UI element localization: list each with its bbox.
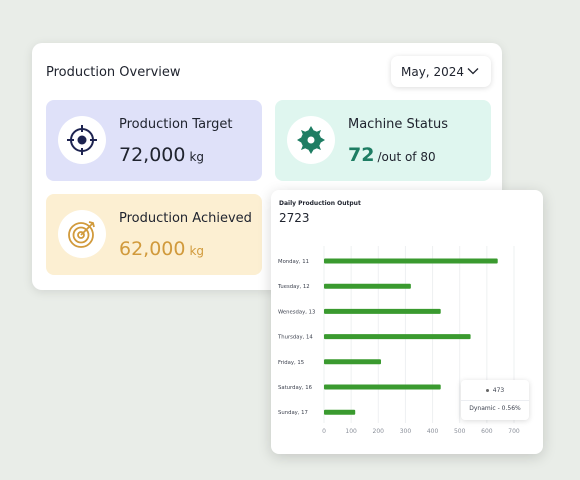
x-tick-label: 700 bbox=[508, 428, 520, 435]
x-tick-label: 100 bbox=[345, 428, 357, 435]
production-target-number: 72,000 bbox=[119, 144, 186, 166]
production-target-unit: kg bbox=[189, 150, 205, 164]
x-tick-label: 500 bbox=[454, 428, 466, 435]
bar[interactable] bbox=[324, 359, 381, 365]
category-label: Sunday, 17 bbox=[278, 410, 308, 416]
x-tick-label: 0 bbox=[322, 428, 326, 435]
production-target-tile: Production Target 72,000 kg bbox=[46, 100, 262, 181]
overview-title: Production Overview bbox=[46, 65, 181, 80]
category-label: Wenesday, 13 bbox=[278, 309, 315, 315]
crosshair-icon bbox=[58, 116, 106, 164]
month-select[interactable]: May, 2024 bbox=[391, 56, 491, 87]
bullseye-arrow-icon bbox=[58, 210, 106, 258]
production-achieved-unit: kg bbox=[189, 244, 205, 258]
machine-status-unit: /out of 80 bbox=[377, 150, 436, 164]
bar[interactable] bbox=[324, 334, 471, 340]
machine-status-tile: Machine Status 72/out of 80 bbox=[275, 100, 491, 181]
bar[interactable] bbox=[324, 308, 441, 314]
category-label: Monday, 11 bbox=[278, 259, 309, 265]
tooltip-dot-icon bbox=[485, 389, 489, 392]
production-target-label: Production Target bbox=[119, 117, 233, 132]
daily-production-total: 2723 bbox=[279, 211, 310, 225]
chart-tooltip: 473 Dynamic - 0.56% bbox=[461, 380, 529, 420]
tooltip-label: Dynamic - 0.56% bbox=[469, 405, 521, 412]
x-tick-label: 400 bbox=[427, 428, 439, 435]
daily-production-card: Daily Production Output 2723 0 100 200 300 4… bbox=[271, 190, 543, 454]
category-label: Thursday, 14 bbox=[277, 335, 313, 341]
tooltip-value: 473 bbox=[492, 387, 505, 394]
bar[interactable] bbox=[324, 258, 498, 264]
x-tick-label: 300 bbox=[400, 428, 412, 435]
daily-production-bar-chart: 0 100 200 300 400 500 600 700 Monday, 11 Tuesday,… bbox=[277, 246, 520, 435]
daily-production-title: Daily Production Output bbox=[279, 200, 361, 207]
category-label: Friday, 15 bbox=[278, 360, 304, 366]
month-select-value: May, 2024 bbox=[401, 64, 464, 79]
production-achieved-tile: Production Achieved 62,000 kg bbox=[46, 194, 262, 275]
machine-status-value: 72/out of 80 bbox=[348, 144, 436, 166]
chevron-down-icon bbox=[467, 68, 479, 75]
saw-blade-icon bbox=[287, 116, 335, 164]
production-achieved-label: Production Achieved bbox=[119, 211, 252, 226]
production-overview-card: Production Overview May, 2024 Production… bbox=[32, 43, 502, 290]
production-target-value: 72,000 kg bbox=[119, 144, 204, 166]
machine-status-label: Machine Status bbox=[348, 117, 448, 132]
bar[interactable] bbox=[324, 384, 441, 390]
category-label: Tuesday, 12 bbox=[277, 284, 310, 290]
category-label: Saturday, 16 bbox=[278, 385, 313, 391]
machine-status-number: 72 bbox=[348, 144, 375, 166]
tooltip-divider bbox=[461, 400, 529, 401]
x-tick-label: 200 bbox=[373, 428, 385, 435]
x-tick-label: 600 bbox=[481, 428, 493, 435]
bar[interactable] bbox=[324, 409, 356, 415]
production-achieved-number: 62,000 bbox=[119, 238, 186, 260]
production-achieved-value: 62,000 kg bbox=[119, 238, 204, 260]
tooltip-value-row: 473 bbox=[461, 387, 529, 394]
bar[interactable] bbox=[324, 283, 411, 289]
